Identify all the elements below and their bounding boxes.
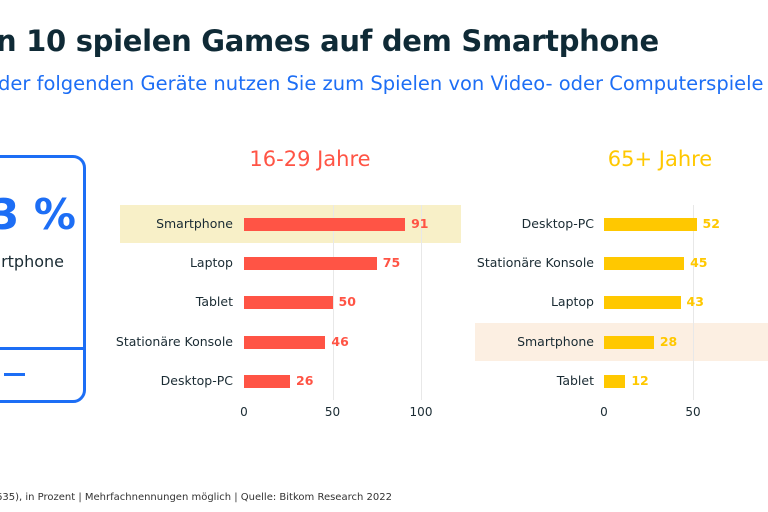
gridline — [421, 205, 422, 400]
value-label: 91 — [411, 216, 429, 231]
footer-source: 635), in Prozent | Mehrfachnennungen mög… — [0, 492, 392, 503]
category-label: Tablet — [195, 294, 233, 309]
phone-divider — [0, 347, 86, 350]
bar — [604, 296, 681, 309]
bar — [244, 375, 291, 388]
value-label: 75 — [382, 255, 401, 270]
phone-home-bar-icon — [4, 373, 25, 376]
kpi-value: 3 % — [0, 190, 76, 239]
value-label: 52 — [702, 216, 720, 231]
value-label: 26 — [296, 373, 314, 388]
bar — [604, 257, 685, 270]
category-label: Desktop-PC — [160, 373, 233, 388]
category-label: Laptop — [189, 255, 233, 270]
category-label: Desktop-PC — [521, 216, 594, 231]
x-tick-label: 0 — [240, 405, 248, 419]
chart-title-old: 65+ Jahre — [607, 147, 713, 171]
kpi-label: rtphone — [1, 252, 64, 271]
bar — [604, 336, 654, 349]
bar — [244, 296, 333, 309]
x-tick-label: 50 — [324, 405, 341, 419]
gridline — [332, 205, 334, 400]
page-title: n 10 spielen Games auf dem Smartphone — [0, 24, 659, 58]
x-tick-label: 0 — [600, 405, 608, 419]
bar — [604, 218, 697, 231]
category-label: Smartphone — [156, 216, 233, 231]
value-label: 43 — [686, 294, 704, 309]
x-tick-label: 50 — [685, 405, 701, 419]
category-label: Laptop — [550, 294, 594, 309]
kpi-phone-frame — [0, 155, 86, 403]
category-label: Tablet — [556, 373, 594, 388]
value-label: 28 — [659, 334, 678, 349]
value-label: 50 — [338, 294, 356, 309]
x-tick-label: 100 — [409, 405, 433, 419]
category-label: Stationäre Konsole — [115, 334, 233, 349]
value-label: 45 — [690, 255, 708, 270]
category-label: Stationäre Konsole — [476, 255, 594, 270]
bar — [244, 218, 406, 231]
category-label: Smartphone — [517, 334, 594, 349]
bar — [244, 336, 326, 349]
bar — [244, 257, 377, 270]
value-label: 12 — [631, 373, 649, 388]
bar — [604, 375, 626, 388]
page-subtitle: der folgenden Geräte nutzen Sie zum Spie… — [0, 72, 764, 95]
value-label: 46 — [331, 334, 349, 349]
chart-title-young: 16-29 Jahre — [249, 147, 371, 171]
gridline — [693, 205, 694, 400]
